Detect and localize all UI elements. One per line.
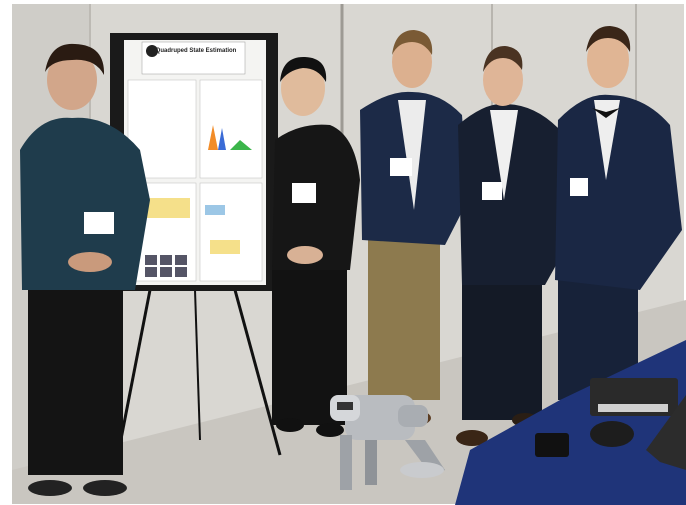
poster-part <box>175 267 187 277</box>
person-4-part <box>462 270 542 420</box>
person-1-part <box>28 480 72 496</box>
poster-part <box>160 267 172 277</box>
poster-part <box>199 79 263 179</box>
person-5-part <box>570 178 588 196</box>
person-1-part <box>68 252 112 272</box>
person-4-part <box>483 54 523 106</box>
person-3-part <box>392 30 433 55</box>
person-4-part <box>482 182 502 200</box>
person-1-part <box>28 285 123 475</box>
robot-dog-part <box>400 462 444 478</box>
person-3-part <box>392 36 432 88</box>
person-4-part <box>456 430 488 446</box>
poster-part <box>146 45 158 57</box>
person-2-part <box>316 423 344 437</box>
person-3-part <box>398 100 426 210</box>
person-4-part <box>483 46 523 72</box>
poster-part <box>218 128 226 150</box>
person-2-part <box>276 418 304 432</box>
person-1 <box>20 43 150 496</box>
poster-part <box>160 255 172 265</box>
person-5-part <box>586 26 631 52</box>
person-2-part <box>280 56 327 82</box>
person-1-part <box>84 212 114 234</box>
person-5-part <box>594 100 620 180</box>
person-4 <box>456 46 570 446</box>
person-1-part <box>45 43 105 75</box>
person-5-part <box>555 94 682 290</box>
person-3-part <box>368 230 440 400</box>
robot-dog-part <box>337 402 353 410</box>
poster-part <box>141 41 246 75</box>
person-2-part <box>287 246 323 264</box>
person-2 <box>272 56 360 437</box>
poster-part <box>210 240 240 254</box>
person-4-part <box>458 103 570 285</box>
table <box>455 340 686 505</box>
robot-dog-part <box>365 440 377 485</box>
easel-part <box>194 289 201 441</box>
poster-part <box>199 182 263 282</box>
poster-part <box>145 267 157 277</box>
table-part <box>598 404 668 412</box>
person-1-part <box>83 480 127 496</box>
table-part <box>535 433 569 457</box>
poster-part <box>230 140 252 150</box>
person-2-part <box>281 60 325 116</box>
person-4-part <box>490 110 518 200</box>
robot-dog-part <box>398 405 428 427</box>
poster-part <box>145 255 157 265</box>
person-3 <box>360 30 468 425</box>
poster-part <box>175 255 187 265</box>
person-2-part <box>292 183 316 203</box>
robot-dog-part <box>345 395 415 440</box>
table-part <box>590 421 634 447</box>
person-5-part <box>592 108 620 118</box>
robot-dog-part <box>340 435 352 490</box>
table-part <box>646 395 686 470</box>
person-1-part <box>20 117 150 290</box>
poster-part <box>140 198 190 218</box>
person-3-part <box>390 158 412 176</box>
poster-part <box>205 205 225 215</box>
poster-part <box>208 125 218 150</box>
person-5-part <box>587 32 629 88</box>
poster: Quadruped State Estimation <box>124 40 266 285</box>
robot-dog <box>330 395 445 490</box>
easel-part <box>233 289 282 456</box>
poster-title: Quadruped State Estimation <box>156 48 237 54</box>
person-1-part <box>47 50 97 110</box>
